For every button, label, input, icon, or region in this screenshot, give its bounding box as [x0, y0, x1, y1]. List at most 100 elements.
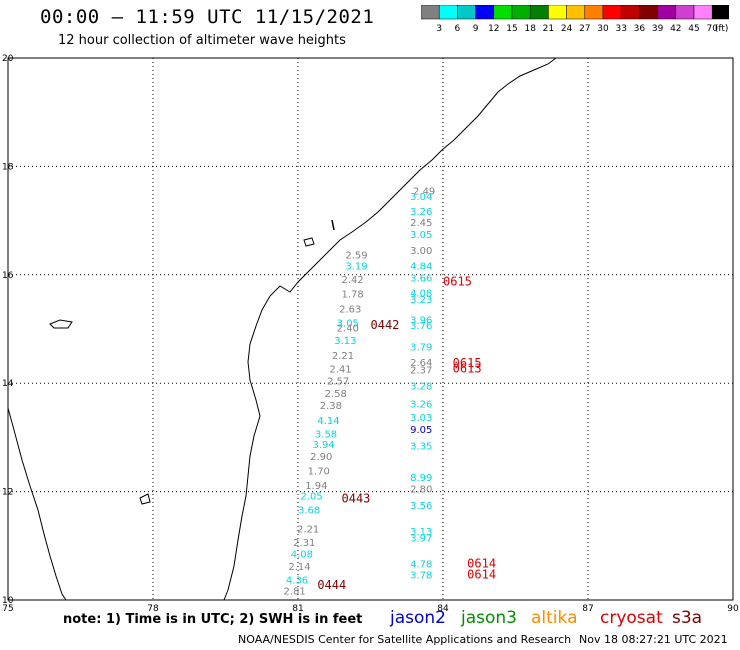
east-coastline: [223, 57, 557, 601]
swh-value-label: 2.31: [293, 538, 315, 549]
swh-value-label: 8.99: [410, 473, 432, 484]
swh-value-label: 2.58: [325, 389, 347, 400]
island-outline: [331, 219, 335, 231]
track-time-label: 0443: [342, 491, 371, 505]
track-time-label: 0614: [467, 567, 496, 581]
satellite-altika: altika: [531, 608, 578, 628]
swh-value-label: 3.76: [410, 321, 432, 332]
legend-tick-label: 42: [670, 24, 681, 34]
swh-value-label: 3.23: [410, 295, 432, 306]
swh-value-label: 3.35: [410, 441, 432, 452]
satellite-jason2: jason2: [390, 608, 446, 628]
track-time-label: 0444: [317, 578, 346, 592]
legend-tick-label: 18: [524, 24, 536, 34]
swh-value-label: 3.79: [410, 343, 432, 354]
map-frame: [7, 57, 734, 601]
swh-value-label: 2.57: [327, 376, 349, 387]
chart-title: 00:00 – 11:59 UTC 11/15/2021: [40, 6, 375, 28]
swh-value-label: 2.59: [345, 251, 367, 262]
satellite-cryosat: cryosat: [600, 608, 663, 628]
swh-value-label: 2.21: [332, 351, 354, 362]
legend-tick-label: 3: [436, 24, 442, 34]
swh-value-label: 9.05: [410, 425, 432, 436]
footer-note: note: 1) Time is in UTC; 2) SWH is in fe…: [63, 612, 363, 627]
swh-value-label: 4.08: [291, 550, 313, 561]
swh-value-label: 3.28: [410, 382, 432, 393]
satellite-jason3: jason3: [461, 608, 517, 628]
lon-tick-label: 90: [727, 604, 739, 614]
swh-value-label: 3.19: [345, 261, 367, 272]
lon-tick-label: 87: [582, 604, 593, 614]
track-time-label: 0615: [453, 356, 482, 370]
swh-value-label: 2.81: [284, 587, 306, 598]
swh-value-label: 3.58: [315, 429, 337, 440]
swh-value-label: 1.94: [305, 481, 327, 492]
island-outline: [303, 237, 315, 247]
legend-tick-label: 39: [652, 24, 664, 34]
lat-tick-label: 14: [2, 379, 14, 389]
swh-value-label: 3.05: [337, 318, 359, 329]
observations: 2.493.043.262.453.053.004.843.664.083.23…: [284, 187, 436, 598]
grid: [7, 57, 734, 601]
legend-tick-label: 33: [615, 24, 626, 34]
swh-value-label: 2.42: [342, 275, 364, 286]
swh-value-label: 3.03: [410, 413, 432, 424]
swh-value-label: 3.78: [410, 570, 432, 581]
swh-value-label: 2.14: [288, 562, 310, 573]
swh-value-label: 2.80: [410, 485, 432, 496]
swh-value-label: 3.13: [334, 336, 356, 347]
legend-tick-label: 45: [688, 24, 699, 34]
swh-value-label: 3.96: [410, 316, 432, 327]
swh-value-label: 2.37: [410, 365, 432, 376]
swh-value-label: 2.64: [410, 358, 432, 369]
swh-value-label: 3.68: [298, 505, 320, 516]
track-time-label: 0613: [453, 361, 482, 375]
swh-value-label: 4.36: [286, 576, 308, 587]
swh-value-label: 2.63: [339, 305, 361, 316]
lon-tick-label: 81: [292, 604, 303, 614]
swh-value-label: 4.78: [410, 559, 432, 570]
chart-subtitle: 12 hour collection of altimeter wave hei…: [58, 33, 346, 48]
swh-value-label: 3.05: [410, 230, 432, 241]
legend-tick-label: 12: [488, 24, 499, 34]
lon-tick-label: 78: [147, 604, 159, 614]
swh-value-label: 3.00: [410, 246, 432, 257]
swh-value-label: 2.45: [410, 218, 432, 229]
west-coastline: [7, 407, 67, 601]
track-time-label: 0442: [371, 318, 400, 332]
satellite-s3a: s3a: [672, 608, 703, 628]
swh-value-label: 3.94: [313, 440, 335, 451]
swh-value-label: 2.21: [297, 524, 319, 535]
swh-value-label: 2.40: [337, 324, 359, 335]
credit-text: NOAA/NESDIS Center for Satellite Applica…: [238, 633, 572, 646]
lon-tick-label: 75: [2, 604, 13, 614]
generated-timestamp: Nov 18 08:27:21 UTC 2021: [579, 633, 728, 646]
legend-swatch: [711, 5, 729, 20]
lat-tick-label: 10: [2, 596, 14, 606]
legend-tick-label: 24: [561, 24, 573, 34]
legend-unit: (ft): [715, 24, 729, 34]
swh-value-label: 3.13: [410, 527, 432, 538]
swh-value-label: 2.49: [413, 187, 435, 198]
swh-value-label: 3.66: [410, 273, 432, 284]
swh-value-label: 3.26: [410, 207, 432, 218]
legend-svg: 3 6 9 12 15 18 21 24 27 30 33 36 39 42 45 70(ft): [421, 5, 729, 34]
lat-tick-label: 12: [2, 488, 13, 498]
legend-tick-label: 6: [455, 24, 461, 34]
legend-tick-label: 21: [543, 24, 554, 34]
axis-labels: 75 78 81 84 87 90 10 12 14 16 18 20: [2, 54, 739, 614]
swh-value-label: 4.14: [317, 416, 339, 427]
swh-value-label: 2.38: [320, 401, 342, 412]
swh-value-label: 1.78: [342, 290, 364, 301]
legend-tick-label: 9: [473, 24, 479, 34]
island-outline: [49, 319, 73, 329]
swh-value-label: 2.05: [300, 492, 322, 503]
color-legend: 3 6 9 12 15 18 21 24 27 30 33 36 39 42 45 70 (ft): [421, 5, 729, 35]
coastline: [7, 57, 557, 601]
swh-value-label: 3.56: [410, 501, 432, 512]
swh-value-label: 2.90: [310, 452, 332, 463]
legend-tick-label: 30: [597, 24, 609, 34]
legend-tick-label: 36: [634, 24, 646, 34]
